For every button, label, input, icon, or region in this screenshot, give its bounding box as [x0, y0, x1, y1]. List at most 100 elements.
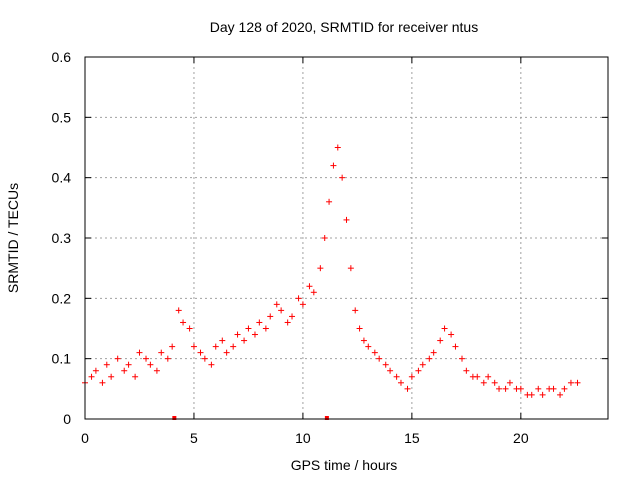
x-tick-label: 0 — [81, 430, 89, 446]
data-point — [404, 385, 411, 392]
y-tick-label: 0.6 — [52, 49, 72, 65]
data-point — [201, 355, 208, 362]
data-point — [147, 361, 154, 368]
data-point — [186, 325, 193, 332]
y-tick-label: 0.5 — [52, 109, 72, 125]
data-point — [382, 361, 389, 368]
data-point — [326, 198, 333, 205]
data-point — [347, 265, 354, 272]
data-point — [153, 367, 160, 374]
data-point — [352, 307, 359, 314]
data-point — [241, 337, 248, 344]
data-point — [169, 343, 176, 350]
data-point — [506, 379, 513, 386]
data-point — [360, 337, 367, 344]
data-point — [256, 319, 263, 326]
y-tick-label: 0.1 — [52, 351, 72, 367]
data-point — [561, 385, 568, 392]
data-point — [164, 355, 171, 362]
data-point — [458, 355, 465, 362]
data-point — [463, 367, 470, 374]
x-tick-label: 10 — [295, 430, 311, 446]
data-point — [175, 307, 182, 314]
y-tick-label: 0.2 — [52, 290, 72, 306]
data-point — [143, 355, 150, 362]
data-point — [121, 367, 128, 374]
data-point — [278, 307, 285, 314]
data-point — [371, 349, 378, 356]
data-point — [502, 385, 509, 392]
data-point — [397, 379, 404, 386]
data-point — [574, 379, 581, 386]
data-point — [550, 385, 557, 392]
data-point — [245, 325, 252, 332]
data-point — [92, 367, 99, 374]
data-point — [219, 337, 226, 344]
data-points — [82, 144, 581, 398]
data-point — [230, 343, 237, 350]
data-point — [491, 379, 498, 386]
data-point — [480, 379, 487, 386]
y-tick-label: 0.3 — [52, 230, 72, 246]
data-point — [339, 174, 346, 181]
data-point — [426, 355, 433, 362]
data-point — [557, 391, 564, 398]
grid-lines — [85, 57, 608, 419]
data-point — [114, 355, 121, 362]
data-point — [103, 361, 110, 368]
data-point — [441, 325, 448, 332]
data-point — [430, 349, 437, 356]
data-point — [88, 373, 95, 380]
data-point — [321, 235, 328, 241]
data-point — [132, 373, 139, 380]
data-point — [496, 385, 503, 392]
data-point — [136, 349, 143, 356]
data-point — [273, 301, 280, 308]
data-point — [528, 391, 535, 398]
data-point — [289, 313, 296, 320]
data-point — [295, 295, 302, 302]
data-point — [317, 265, 324, 272]
data-point — [334, 144, 341, 151]
data-point — [387, 367, 394, 374]
data-point — [330, 162, 337, 169]
data-point — [190, 343, 197, 350]
x-tick-labels: 0 5 10 15 20 — [81, 430, 529, 446]
data-point — [212, 343, 219, 350]
data-point — [448, 331, 455, 338]
y-tick-label: 0.4 — [52, 170, 72, 186]
data-point — [408, 373, 415, 380]
axis-ticks — [84, 56, 608, 420]
x-tick-label: 15 — [404, 430, 420, 446]
x-axis-label: GPS time / hours — [291, 457, 398, 473]
gap-marker — [172, 416, 177, 420]
data-point — [223, 349, 230, 356]
data-point — [517, 385, 524, 392]
x-tick-label: 5 — [190, 430, 198, 446]
data-point — [158, 349, 165, 356]
data-point — [306, 283, 313, 290]
data-point — [535, 385, 542, 392]
data-point — [419, 361, 426, 368]
data-point — [284, 319, 291, 326]
data-point — [197, 349, 204, 356]
data-point — [376, 355, 383, 362]
data-point — [299, 301, 306, 308]
data-point — [99, 379, 106, 386]
data-point — [415, 367, 422, 374]
data-point — [539, 391, 546, 398]
data-point — [267, 313, 274, 320]
data-point — [452, 343, 459, 350]
y-tick-label: 0 — [63, 411, 71, 427]
chart-title: Day 128 of 2020, SRMTID for receiver ntu… — [210, 19, 478, 35]
data-point — [125, 361, 132, 368]
data-point — [365, 343, 372, 350]
y-tick-labels: 0 0.1 0.2 0.3 0.4 0.5 0.6 — [52, 49, 72, 427]
data-point — [393, 373, 400, 380]
data-point — [343, 216, 350, 223]
y-axis-label: SRMTID / TECUs — [5, 183, 21, 293]
data-point — [180, 319, 187, 326]
data-point — [474, 373, 481, 380]
data-point — [234, 331, 241, 338]
